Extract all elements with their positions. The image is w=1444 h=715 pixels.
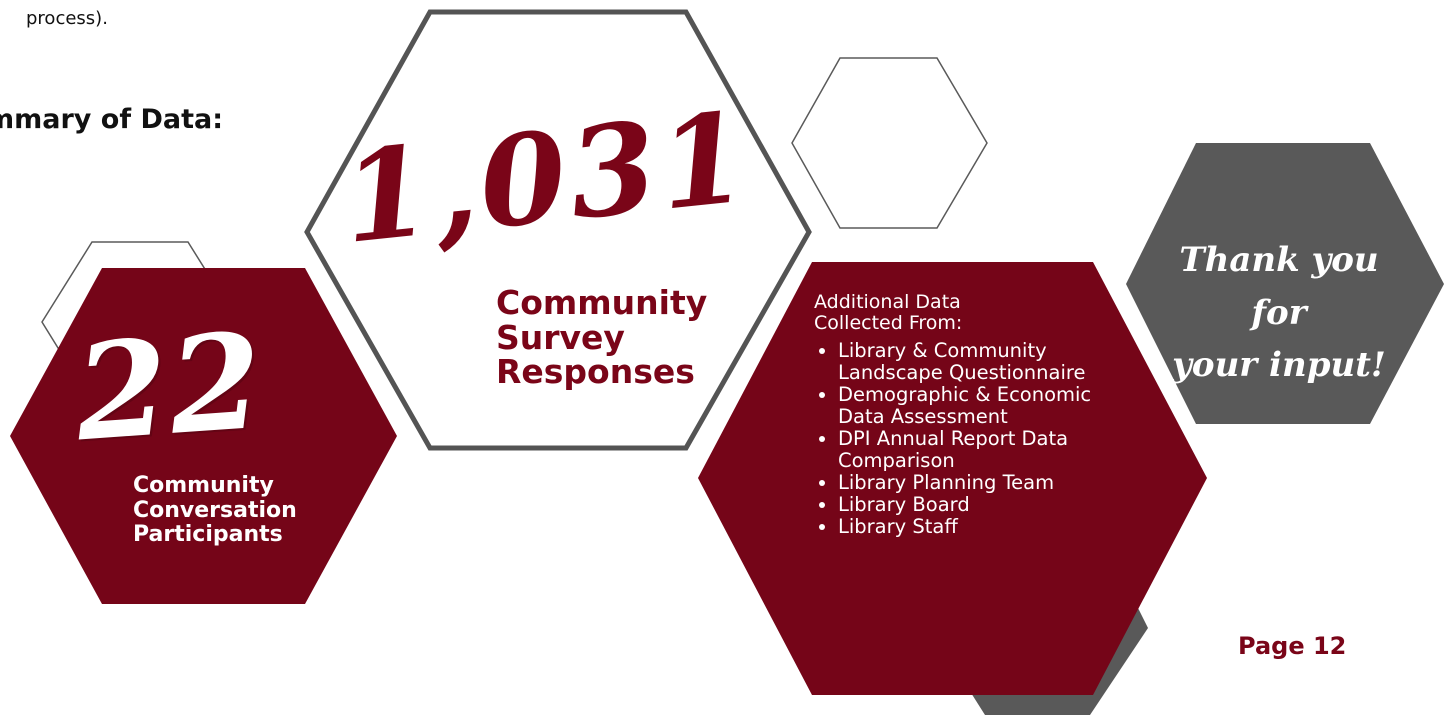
conversation-label-line: Conversation: [133, 497, 297, 523]
additional-title-line: Collected From:: [814, 312, 963, 335]
small-outline-hexagon-top-right: [791, 57, 988, 229]
survey-label-line: Survey: [496, 317, 625, 357]
list-item: DPI Annual Report Data Comparison: [838, 427, 1118, 472]
conversation-count: 22: [70, 303, 269, 472]
additional-data-maroon-hexagon: [698, 262, 1207, 695]
additional-data-title: Additional Data Collected From:: [814, 291, 963, 335]
conversation-label-line: Participants: [133, 522, 283, 548]
survey-label-line: Responses: [496, 352, 695, 392]
conversation-label-line: Community: [133, 473, 274, 498]
conversation-label: Community Conversation Participants: [133, 473, 297, 548]
additional-title-line: Additional Data: [814, 291, 961, 313]
thank-you-message: Thank you for your input!: [1148, 234, 1410, 392]
section-title: mmary of Data:: [0, 104, 224, 135]
list-item: Library Board: [838, 493, 1118, 516]
page-number: Page 12: [1238, 632, 1347, 660]
survey-label-line: Community: [496, 283, 708, 322]
list-item: Library Staff: [838, 515, 1118, 538]
thank-you-line: Thank you for: [1179, 240, 1379, 333]
list-item: Library Planning Team: [838, 471, 1118, 494]
thanks-gray-hexagon: [1126, 143, 1444, 424]
conversation-maroon-hexagon: [10, 268, 397, 604]
large-outline-hexagon: [304, 9, 812, 451]
survey-label: Community Survey Responses: [496, 283, 708, 392]
list-item: Library & Community Landscape Questionna…: [838, 340, 1118, 384]
additional-data-list: Library & Community Landscape Questionna…: [818, 340, 1118, 537]
thank-you-line: your input!: [1172, 345, 1386, 386]
intro-text: process).: [26, 8, 108, 29]
list-item: Demographic & Economic Data Assessment: [838, 383, 1118, 428]
